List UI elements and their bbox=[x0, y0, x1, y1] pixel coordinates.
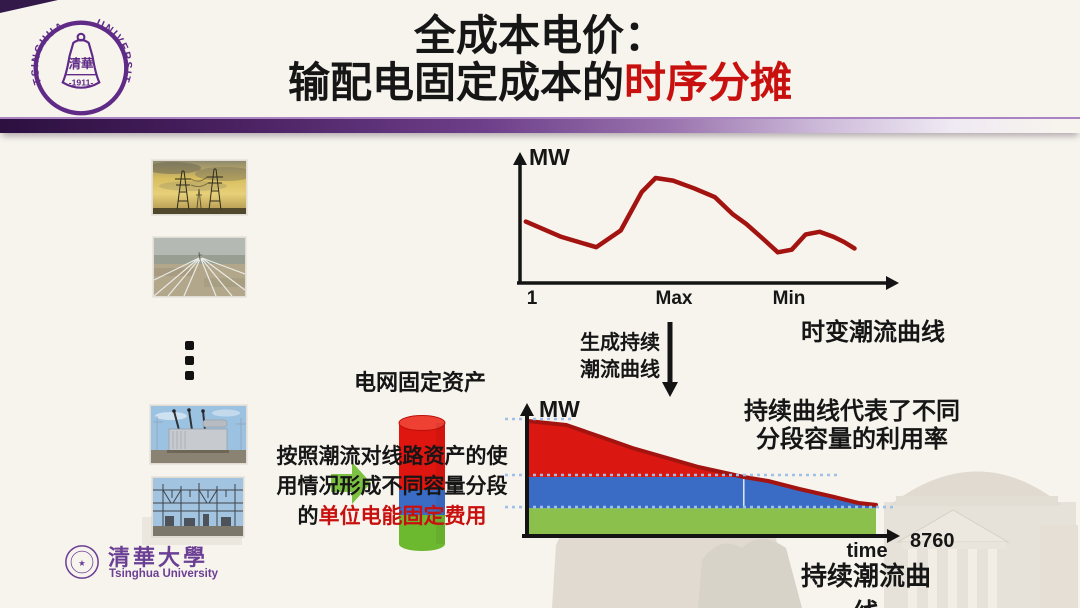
tsinghua-seal-icon: TSINGHUA UNIVERSITY 清華 -1911- bbox=[28, 14, 132, 116]
footer-logo-english: Tsinghua University bbox=[109, 568, 219, 580]
connector-arrow-icon bbox=[662, 322, 678, 397]
allocation-description: 按照潮流对线路资产的使 用情况形成不同容量分段 的单位电能固定费用 bbox=[276, 442, 508, 532]
title-highlight: 时序分摊 bbox=[624, 59, 793, 106]
connector-label: 生成持续 潮流曲线 bbox=[580, 332, 660, 381]
page-title: 全成本电价： 输配电固定成本的时序分摊 bbox=[0, 12, 1080, 106]
desc-line-2: 用情况形成不同容量分段 bbox=[276, 475, 508, 498]
duration-chart-ylabel: MW bbox=[539, 396, 580, 422]
desc-line-3: 的单位电能固定费用 bbox=[297, 505, 487, 528]
divider-bar bbox=[0, 117, 1080, 133]
flow-chart-caption: 时变潮流曲线 bbox=[801, 319, 945, 346]
flow-chart-ylabel: MW bbox=[529, 144, 570, 170]
title-line-1: 全成本电价： bbox=[413, 12, 666, 59]
svg-text:★: ★ bbox=[78, 558, 86, 568]
seal-bell-text: 清華 bbox=[68, 56, 94, 71]
footer-logo-chinese: 清華大學 bbox=[108, 545, 209, 570]
title-line-2: 输配电固定成本的时序分摊 bbox=[287, 59, 793, 106]
photo-transmission-towers bbox=[152, 160, 247, 215]
grid-assets-label: 电网固定资产 bbox=[353, 370, 486, 395]
duration-note-line-2: 分段容量的利用率 bbox=[756, 426, 948, 453]
flow-tick-min: Min bbox=[772, 288, 806, 309]
footer-seal-icon: ★ bbox=[65, 545, 99, 579]
flow-chart bbox=[513, 152, 899, 290]
flow-tick-max: Max bbox=[655, 288, 693, 309]
seal-year: -1911- bbox=[69, 77, 94, 87]
duration-chart-xlabel: time bbox=[846, 540, 888, 562]
desc-line-1: 按照潮流对线路资产的使 bbox=[276, 445, 508, 468]
duration-x-end-label: 8760 bbox=[910, 530, 955, 552]
desc-highlight: 单位电能固定费用 bbox=[318, 505, 487, 528]
seal-bell-shape bbox=[61, 32, 101, 89]
photo-transmission-lines bbox=[153, 237, 246, 297]
vertical-ellipsis bbox=[185, 341, 194, 386]
flow-tick-1: 1 bbox=[526, 288, 538, 309]
photo-transformer bbox=[150, 405, 247, 464]
photo-substation bbox=[152, 477, 244, 537]
